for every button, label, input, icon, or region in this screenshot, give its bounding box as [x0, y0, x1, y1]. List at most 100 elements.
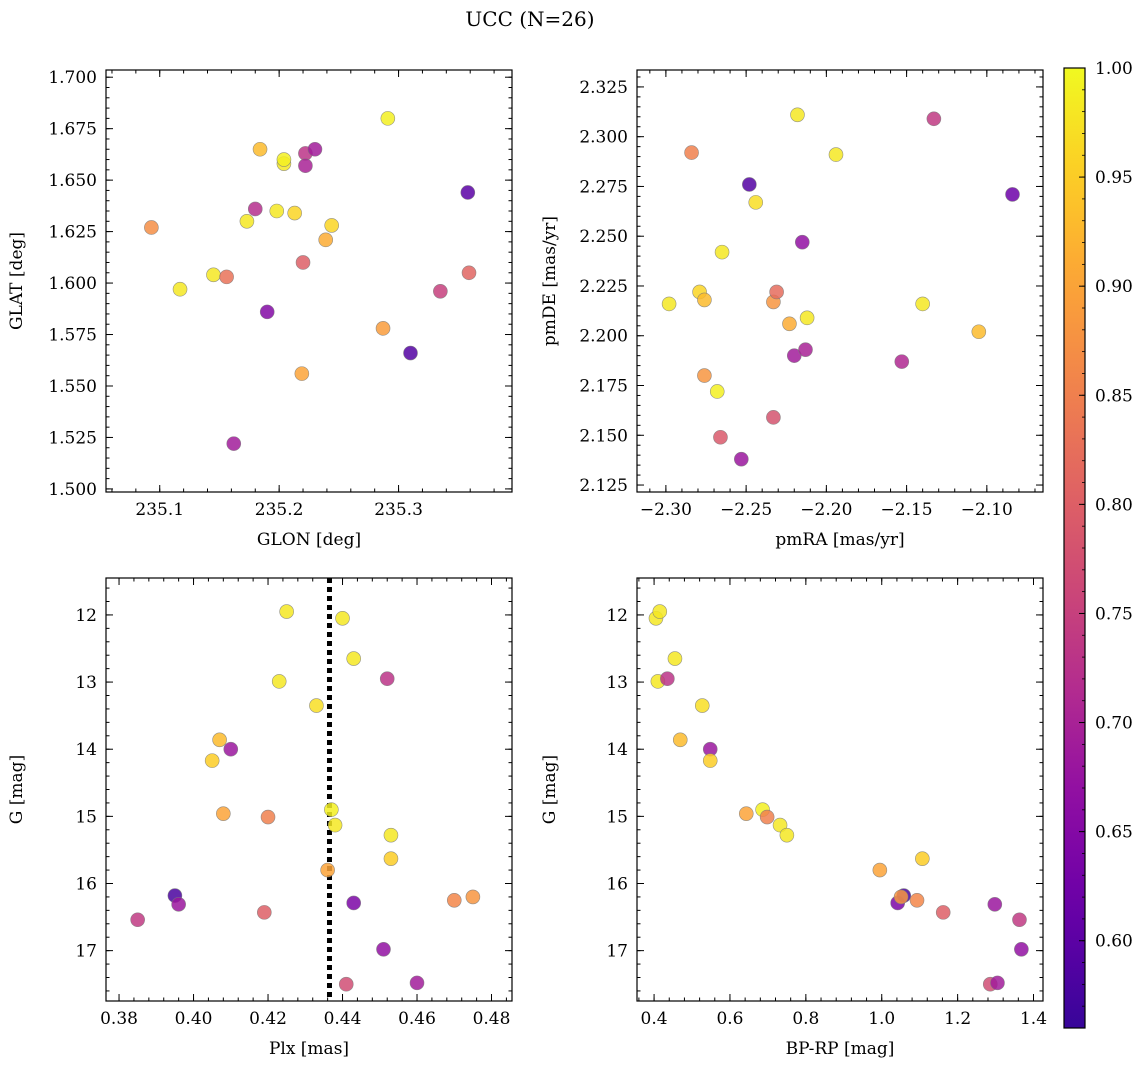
data-point [709, 384, 725, 399]
y-tick-label: 2.200 [579, 327, 628, 347]
data-point [799, 310, 815, 326]
data-point [990, 975, 1005, 991]
data-point [260, 809, 276, 825]
x-tick-label: 1.2 [944, 1009, 971, 1029]
colorbar-tick-label: 0.75 [1095, 604, 1133, 624]
y-tick-label: 2.150 [579, 426, 628, 446]
y-tick-label: 13 [606, 673, 628, 693]
y-tick-label: 1.700 [48, 68, 97, 88]
data-point [465, 889, 481, 905]
x-axis-label: GLON [deg] [257, 530, 361, 550]
y-tick-label: 16 [75, 875, 97, 895]
data-point [346, 651, 361, 666]
data-point [298, 158, 313, 174]
y-tick-label: 1.625 [48, 223, 97, 243]
colorbar-tick-label: 0.70 [1095, 714, 1133, 734]
data-point [828, 147, 844, 162]
data-point [257, 905, 272, 920]
data-point [684, 145, 699, 160]
data-point [971, 324, 987, 340]
x-axis-label: Plx [mas] [269, 1039, 349, 1059]
y-tick-label: 14 [606, 740, 628, 760]
data-point [216, 806, 231, 821]
x-tick-label: −2.15 [881, 500, 933, 520]
data-point [714, 244, 730, 260]
axes-frame [636, 577, 1044, 1002]
data-point [790, 107, 805, 123]
data-point [204, 753, 220, 768]
data-point [794, 234, 810, 250]
data-point [759, 809, 775, 825]
data-point [672, 732, 688, 748]
data-point [893, 889, 909, 905]
data-point [782, 316, 797, 332]
y-tick-label: 1.575 [48, 326, 97, 346]
data-point [734, 451, 749, 467]
x-tick-label: 0.48 [473, 1009, 511, 1029]
data-point [271, 674, 287, 689]
y-tick-label: 1.675 [48, 120, 97, 140]
data-point [338, 976, 354, 992]
y-axis-label: GLAT [deg] [7, 232, 27, 330]
data-point [779, 827, 795, 843]
y-axis-label: G [mag] [540, 755, 560, 824]
data-point [769, 284, 784, 300]
data-point [324, 802, 339, 817]
x-tick-label: 0.44 [324, 1009, 362, 1029]
data-point [742, 177, 757, 192]
x-tick-label: 0.4 [641, 1009, 668, 1029]
data-point [915, 851, 930, 866]
data-point [798, 342, 813, 357]
data-point [219, 269, 234, 285]
y-tick-label: 13 [75, 673, 97, 693]
data-point [915, 296, 930, 312]
data-point [269, 203, 285, 219]
ticks [637, 578, 1043, 1001]
colorbar-tick-label: 0.95 [1095, 168, 1133, 188]
y-tick-label: 2.250 [579, 227, 628, 247]
data-point [1005, 187, 1020, 202]
x-tick-label: 1.4 [1020, 1009, 1047, 1029]
colorbar-tick-label: 0.65 [1095, 823, 1133, 843]
data-point [320, 862, 335, 878]
data-point [247, 201, 263, 217]
ticks [106, 70, 512, 492]
x-tick-label: −2.30 [640, 500, 692, 520]
data-point [713, 429, 728, 445]
y-axis-label: pmDE [mas/yr] [540, 216, 560, 346]
colorbar-tick-label: 0.90 [1095, 277, 1133, 297]
data-point [697, 368, 712, 383]
panel-bprp-g: 0.4 0.6 0.8 1.0 1.2 1.4 12 13 14 15 16 17 BP-RP [mag… [540, 577, 1047, 1059]
colorbar-tick-label: 0.85 [1095, 386, 1133, 406]
colorbar-tick-label: 0.80 [1095, 495, 1133, 515]
ticks [637, 70, 1043, 492]
y-tick-label: 17 [606, 942, 628, 962]
panel-glon-glat: 235.1 235.2 235.3 1.500 1.525 1.550 1.575 1.600… [7, 68, 513, 550]
data-point [909, 892, 925, 908]
data-point [287, 205, 302, 221]
axes-frame [636, 69, 1044, 493]
data-point [652, 604, 668, 619]
ticks [106, 578, 512, 1001]
data-point [383, 851, 399, 866]
data-point [279, 604, 294, 619]
x-axis-label: BP-RP [mag] [786, 1039, 895, 1059]
figure-title: UCC (N=26) [465, 7, 594, 31]
data-point [171, 897, 186, 912]
x-axis-label: pmRA [mas/yr] [775, 530, 904, 550]
x-tick-label: 235.2 [255, 500, 304, 520]
data-point [294, 366, 310, 381]
data-point [212, 732, 227, 748]
x-tick-label: −2.10 [961, 500, 1013, 520]
x-tick-label: 0.46 [398, 1009, 436, 1029]
data-point [697, 292, 712, 308]
colorbar: 0.60 0.65 0.70 0.75 0.80 0.85 0.90 0.95 1.00 [1063, 59, 1133, 1029]
scatter-points [648, 604, 1029, 992]
y-tick-label: 2.175 [579, 377, 628, 397]
data-point [380, 111, 396, 126]
data-point [259, 304, 275, 320]
data-point [309, 698, 324, 713]
panel-pmra-pmde: −2.30 −2.25 −2.20 −2.15 −2.10 2.125 2.150 2.175… [540, 69, 1044, 550]
x-tick-label: −2.25 [720, 500, 772, 520]
